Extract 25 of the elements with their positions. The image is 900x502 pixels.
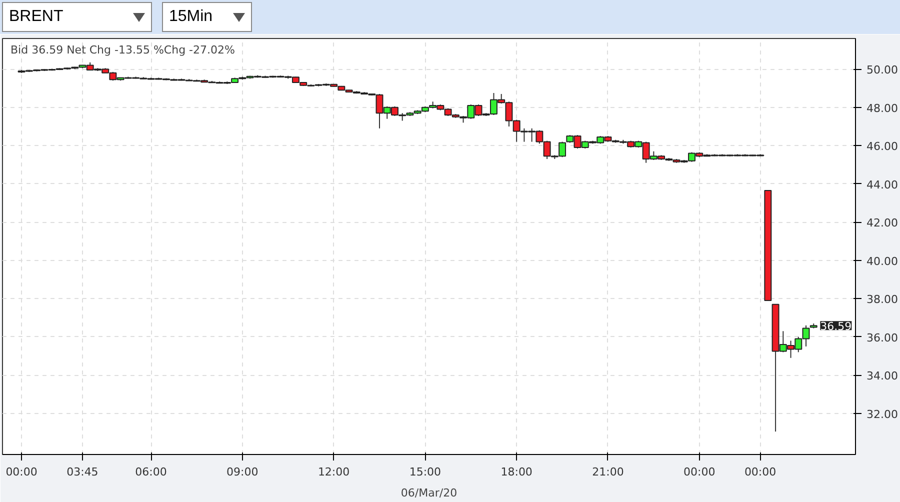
y-tick-label: 46.00 [866, 140, 898, 154]
annotation: Bid 36.59 Net Chg -13.55 %Chg -27.02% [10, 44, 235, 56]
text: 36.59 [820, 320, 852, 334]
x-tick-label: 00:00 [684, 466, 716, 478]
y-tick-label: 36.00 [866, 331, 898, 344]
x-tick-label: 06:00 [135, 466, 167, 478]
y-tick-label: 40.00 [866, 254, 898, 268]
x-tick-label: 09:00 [226, 466, 258, 478]
x-tick-label: 18:00 [500, 466, 532, 478]
y-tick-label: 44.00 [866, 178, 898, 192]
y-tick-label: 38.00 [866, 293, 898, 306]
x-tick-label: 12:00 [318, 466, 350, 478]
y-tick-label: 50.00 [866, 64, 898, 77]
x-tick-label: 00:00 [744, 466, 776, 478]
y-tick-label: 42.00 [866, 216, 898, 230]
x-tick-label: 00:00 [6, 466, 38, 478]
y-tick-label: 48.00 [866, 102, 898, 115]
x-tick-label: 03:45 [66, 466, 98, 478]
x-axis-title: 06/Mar/20 [400, 486, 458, 500]
x-tick-label: 21:00 [592, 466, 624, 478]
y-tick-label: 32.00 [866, 408, 898, 421]
chart-subtitle: 15Min [169, 7, 213, 27]
chart-title: BRENT [9, 7, 64, 27]
y-tick-label: 34.00 [866, 370, 898, 383]
x-tick-label: 15:00 [409, 466, 442, 478]
